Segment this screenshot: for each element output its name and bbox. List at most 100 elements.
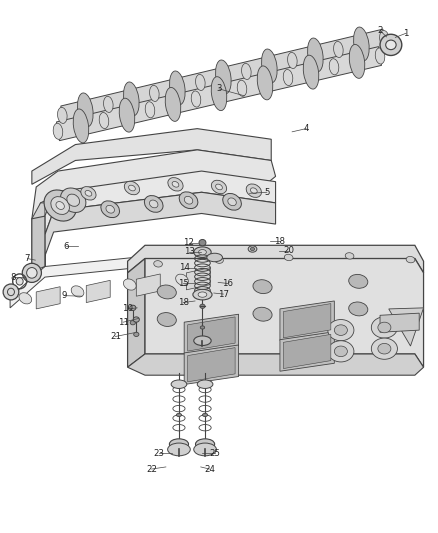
Ellipse shape (195, 439, 215, 449)
Ellipse shape (283, 69, 293, 86)
Ellipse shape (81, 187, 96, 200)
Ellipse shape (334, 346, 347, 357)
Polygon shape (32, 128, 271, 184)
Ellipse shape (124, 82, 139, 116)
Ellipse shape (223, 193, 241, 210)
Ellipse shape (328, 319, 354, 341)
Ellipse shape (67, 194, 80, 206)
Ellipse shape (176, 274, 188, 285)
Ellipse shape (129, 185, 135, 191)
Text: 17: 17 (218, 289, 229, 298)
Ellipse shape (380, 34, 402, 55)
Text: 4: 4 (303, 124, 309, 133)
Polygon shape (32, 203, 45, 266)
Text: 8: 8 (11, 272, 16, 281)
Text: 6: 6 (63, 242, 69, 251)
Polygon shape (280, 332, 334, 371)
Ellipse shape (257, 66, 273, 100)
Text: 5: 5 (264, 188, 270, 197)
Ellipse shape (157, 312, 177, 327)
Ellipse shape (251, 188, 257, 193)
Ellipse shape (328, 341, 354, 362)
Ellipse shape (349, 302, 368, 316)
Ellipse shape (197, 380, 213, 389)
Ellipse shape (27, 268, 37, 278)
Ellipse shape (195, 75, 205, 91)
Ellipse shape (130, 320, 135, 325)
Polygon shape (187, 348, 235, 382)
Ellipse shape (329, 59, 339, 75)
Ellipse shape (380, 30, 389, 46)
Ellipse shape (124, 279, 136, 290)
Ellipse shape (106, 205, 114, 213)
Polygon shape (127, 354, 424, 375)
Polygon shape (280, 301, 334, 341)
Text: 9: 9 (62, 291, 67, 300)
Ellipse shape (124, 181, 140, 195)
Polygon shape (184, 314, 239, 354)
Text: 20: 20 (283, 246, 294, 255)
Polygon shape (187, 317, 235, 351)
Ellipse shape (103, 96, 113, 112)
Ellipse shape (345, 253, 354, 259)
Polygon shape (127, 259, 145, 367)
Ellipse shape (237, 80, 247, 96)
Ellipse shape (284, 254, 293, 261)
Ellipse shape (170, 71, 185, 105)
Polygon shape (127, 245, 424, 273)
Polygon shape (32, 150, 276, 219)
Ellipse shape (133, 317, 139, 322)
Text: 11: 11 (118, 318, 129, 327)
Ellipse shape (145, 196, 163, 212)
Ellipse shape (3, 284, 19, 300)
Ellipse shape (303, 55, 319, 89)
Ellipse shape (261, 49, 277, 83)
Text: 24: 24 (204, 465, 215, 473)
Ellipse shape (349, 274, 368, 288)
Polygon shape (380, 313, 419, 332)
Ellipse shape (172, 181, 179, 187)
Ellipse shape (191, 91, 201, 107)
Ellipse shape (56, 201, 64, 209)
Ellipse shape (99, 112, 109, 128)
Ellipse shape (349, 44, 365, 78)
Text: 1: 1 (403, 29, 409, 38)
Ellipse shape (51, 197, 70, 214)
Ellipse shape (170, 439, 188, 449)
Ellipse shape (85, 190, 92, 196)
Ellipse shape (253, 280, 272, 294)
Ellipse shape (60, 188, 86, 213)
Ellipse shape (371, 317, 397, 338)
Text: 18: 18 (178, 298, 189, 307)
Polygon shape (86, 280, 110, 303)
Polygon shape (389, 308, 424, 346)
Ellipse shape (215, 60, 231, 94)
Ellipse shape (378, 343, 391, 354)
Ellipse shape (194, 247, 211, 257)
Ellipse shape (251, 247, 254, 251)
Ellipse shape (371, 338, 397, 359)
Ellipse shape (149, 200, 158, 208)
Polygon shape (136, 274, 160, 296)
Ellipse shape (211, 77, 227, 111)
Text: 21: 21 (110, 332, 121, 341)
Ellipse shape (375, 48, 385, 64)
Text: 18: 18 (275, 237, 286, 246)
Polygon shape (186, 268, 210, 290)
Text: 14: 14 (179, 263, 190, 272)
Text: 25: 25 (209, 449, 220, 458)
Ellipse shape (145, 102, 155, 118)
Ellipse shape (149, 85, 159, 101)
Ellipse shape (200, 326, 205, 329)
Ellipse shape (199, 239, 206, 246)
Ellipse shape (198, 292, 207, 297)
Ellipse shape (73, 109, 89, 143)
Ellipse shape (157, 285, 177, 299)
Ellipse shape (378, 322, 391, 333)
Ellipse shape (22, 263, 42, 282)
Ellipse shape (215, 184, 223, 190)
Ellipse shape (242, 63, 251, 79)
Text: 2: 2 (377, 26, 383, 35)
Polygon shape (45, 192, 276, 266)
Ellipse shape (307, 38, 323, 72)
